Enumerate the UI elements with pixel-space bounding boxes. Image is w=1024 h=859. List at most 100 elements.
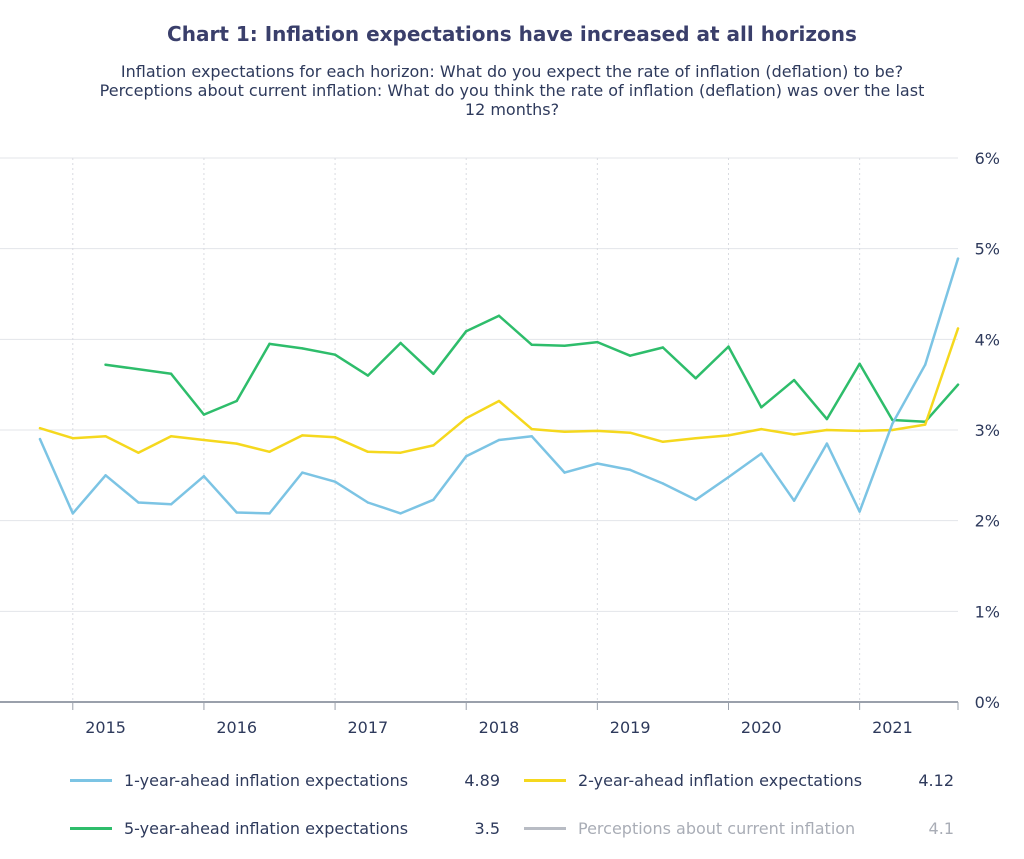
data-point	[497, 314, 501, 317]
data-point	[235, 399, 238, 403]
data-point	[301, 347, 304, 350]
data-point	[104, 474, 107, 477]
y-tick-label: 2%	[975, 512, 1000, 531]
data-point	[530, 435, 533, 438]
legend-label-2-year: 2-year-ahead inflation expectations	[578, 770, 863, 790]
data-point	[825, 417, 829, 421]
data-point	[858, 362, 861, 366]
data-point	[694, 436, 697, 440]
y-tick-label: 5%	[975, 240, 1000, 259]
series-line[interactable]	[38, 257, 960, 515]
data-point	[530, 343, 533, 346]
series-1	[38, 327, 960, 454]
series-line[interactable]	[104, 314, 960, 424]
data-point	[694, 498, 697, 502]
line-chart: 0% 1% 2% 3% 4% 5% 6% 2015 2016 2017 2018 2019 2020 20…	[0, 149, 1000, 737]
data-point	[924, 423, 927, 426]
data-point	[268, 450, 271, 453]
axis-layer: 0% 1% 2% 3% 4% 5% 6% 2015 2016 2017 2018 2019 2020 20…	[0, 149, 1000, 737]
data-point	[760, 427, 763, 431]
legend-label-1-year: 1-year-ahead inflation expectations	[124, 770, 409, 790]
legend-value-5-year: 3.5	[474, 819, 500, 838]
data-point	[366, 501, 370, 504]
data-point	[497, 399, 501, 403]
data-point	[596, 429, 599, 433]
data-point	[301, 471, 304, 474]
data-point	[956, 327, 960, 330]
data-point	[432, 498, 435, 502]
legend-label-perceptions: Perceptions about current inflation	[578, 818, 856, 838]
data-point	[858, 510, 861, 513]
data-point	[956, 383, 960, 386]
data-point	[399, 341, 402, 345]
data-point	[202, 475, 206, 478]
data-point	[465, 417, 468, 420]
data-point	[792, 499, 796, 502]
legend-item-5-year[interactable]: 5-year-ahead inflation expectations	[70, 816, 408, 840]
data-point	[628, 431, 632, 434]
y-tick-label: 1%	[975, 602, 1000, 621]
data-point	[825, 442, 829, 445]
data-point	[202, 438, 206, 442]
data-point	[661, 346, 665, 349]
data-point	[497, 438, 501, 442]
data-point	[563, 430, 566, 434]
data-point	[760, 406, 763, 409]
series-line[interactable]	[38, 327, 960, 454]
legend-label-5-year: 5-year-ahead inflation expectations	[124, 818, 409, 838]
data-point	[104, 435, 107, 438]
x-tick-label: 2015	[85, 718, 126, 737]
data-point	[858, 429, 861, 433]
data-point	[825, 428, 829, 432]
data-point	[38, 437, 42, 441]
subtitle-line-1: Inflation expectations for each horizon:…	[120, 62, 904, 81]
data-point	[628, 354, 632, 357]
data-point	[530, 427, 533, 431]
subtitle-line-3: 12 months?	[464, 100, 560, 119]
legend-item-perceptions[interactable]: Perceptions about current inflation	[524, 816, 855, 840]
data-point	[399, 512, 402, 515]
data-point	[891, 422, 894, 425]
data-point	[169, 372, 173, 375]
data-point	[235, 511, 238, 514]
x-tick-label: 2021	[872, 718, 913, 737]
data-point	[563, 471, 566, 474]
data-point	[694, 377, 697, 380]
data-point	[661, 482, 665, 485]
data-point	[366, 374, 370, 377]
y-tick-label: 3%	[975, 421, 1000, 440]
data-point	[891, 428, 894, 432]
data-point	[563, 344, 566, 347]
data-point	[71, 512, 74, 515]
data-point	[333, 436, 337, 439]
data-point	[71, 436, 74, 440]
data-point	[596, 462, 599, 465]
data-point	[727, 475, 730, 479]
data-point	[301, 434, 304, 437]
x-tick-label: 2020	[741, 718, 782, 737]
data-point	[169, 503, 173, 506]
legend-item-2-year[interactable]: 2-year-ahead inflation expectations	[524, 768, 862, 792]
legend-swatch-perceptions	[524, 826, 566, 830]
data-point	[137, 451, 140, 454]
x-tick-label: 2019	[610, 718, 651, 737]
data-point	[366, 450, 370, 453]
data-point	[333, 480, 337, 483]
data-point	[792, 378, 796, 382]
series-0	[38, 257, 960, 515]
data-point	[727, 434, 730, 437]
data-point	[596, 340, 599, 344]
data-point	[169, 435, 173, 438]
series-2	[104, 314, 960, 424]
data-point	[432, 444, 435, 447]
data-point	[202, 413, 206, 416]
data-point	[924, 363, 927, 366]
data-point	[661, 440, 665, 443]
legend-swatch-1-year	[70, 778, 112, 782]
x-tick-label: 2017	[347, 718, 388, 737]
data-point	[432, 372, 435, 375]
data-point	[760, 452, 763, 455]
data-point	[792, 433, 796, 436]
data-point	[399, 451, 402, 454]
legend-item-1-year[interactable]: 1-year-ahead inflation expectations	[70, 768, 408, 792]
